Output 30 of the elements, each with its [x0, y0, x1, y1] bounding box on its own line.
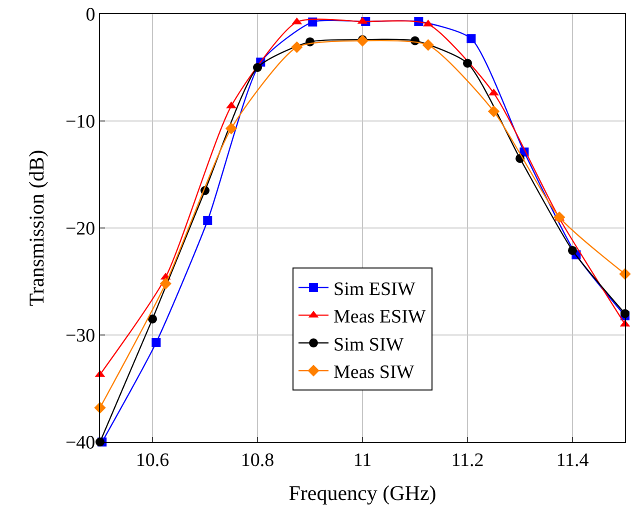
- y-tick-label: −10: [65, 112, 96, 133]
- point: [488, 106, 500, 118]
- point: [554, 211, 566, 224]
- point: [466, 34, 476, 44]
- point: [148, 314, 157, 324]
- point: [152, 338, 161, 347]
- point: [160, 278, 172, 290]
- y-tick-label: 0: [86, 4, 96, 26]
- point: [203, 216, 212, 226]
- x-tick-label: 11: [353, 450, 372, 471]
- legend-label: Sim ESIW: [334, 278, 416, 300]
- x-tick-label: 10.6: [136, 450, 170, 471]
- point: [356, 34, 368, 47]
- y-axis-title: Transmission (dB): [24, 150, 49, 306]
- point: [568, 246, 577, 255]
- x-tick-label: 11.4: [556, 450, 590, 471]
- point: [463, 58, 472, 68]
- x-tick-label: 10.8: [240, 450, 274, 471]
- y-tick-label: −40: [65, 432, 96, 454]
- legend-label: Sim SIW: [334, 334, 404, 356]
- y-tick-label: −30: [65, 326, 96, 347]
- point: [253, 63, 262, 72]
- x-axis-title: Frequency (GHz): [288, 481, 436, 505]
- point: [225, 122, 238, 134]
- legend-label: Meas SIW: [334, 362, 414, 383]
- y-tick-label: −20: [65, 218, 96, 240]
- x-tick-label: 11.2: [451, 450, 484, 471]
- legend-label: Meas ESIW: [334, 306, 426, 328]
- point: [291, 41, 303, 54]
- point: [422, 39, 434, 51]
